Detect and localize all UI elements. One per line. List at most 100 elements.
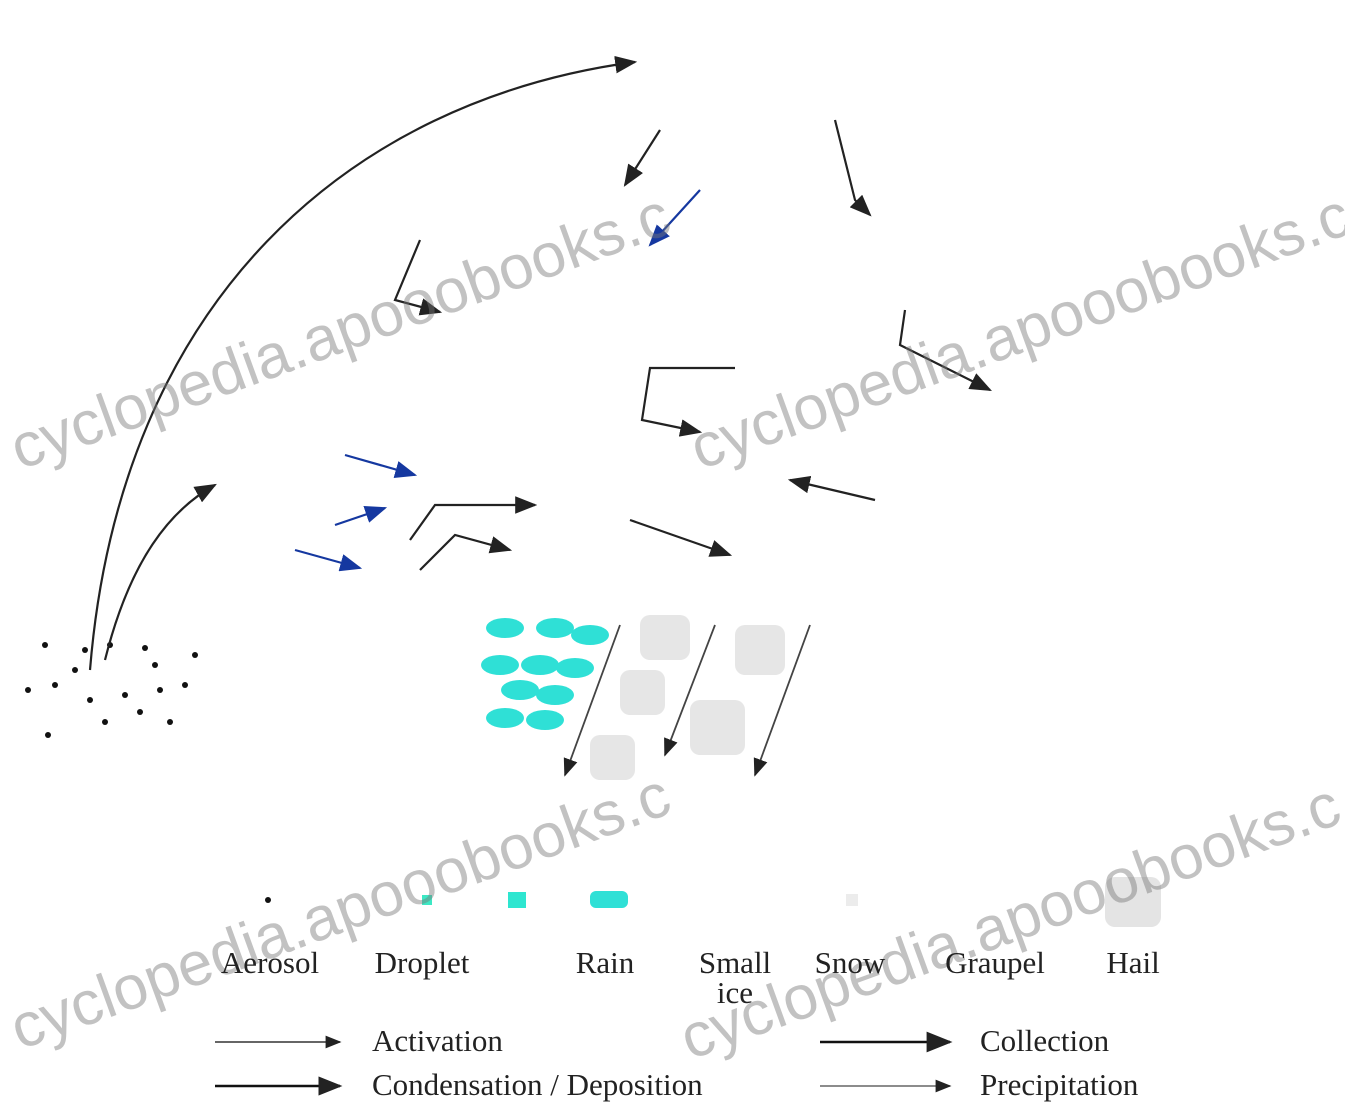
snowflake xyxy=(943,204,973,234)
aerosol xyxy=(707,105,713,111)
aerosol xyxy=(182,682,188,688)
aerosol xyxy=(137,709,143,715)
aerosol xyxy=(882,247,888,253)
droplet xyxy=(372,490,390,503)
patch xyxy=(1207,522,1227,541)
process-label: Collection xyxy=(980,1026,1109,1056)
snowflake-arm xyxy=(606,103,633,130)
droplet xyxy=(375,427,390,444)
snowflake-arm xyxy=(569,292,593,316)
rain-drop xyxy=(486,708,524,728)
snowflake-arm xyxy=(865,294,889,318)
patch xyxy=(923,576,948,596)
droplet xyxy=(573,469,594,486)
droplet xyxy=(1152,543,1171,563)
droplet xyxy=(1081,420,1108,437)
droplet xyxy=(1051,536,1068,550)
snowflake-arm xyxy=(394,61,416,83)
patch xyxy=(180,564,198,582)
rain-drop xyxy=(571,625,609,645)
droplet xyxy=(1134,407,1159,423)
aerosol xyxy=(122,692,128,698)
droplet xyxy=(997,507,1020,525)
droplet xyxy=(552,441,567,454)
droplet xyxy=(1264,497,1288,512)
snowflake-arm xyxy=(600,121,616,137)
droplet xyxy=(924,474,942,492)
patch xyxy=(979,458,994,473)
droplet xyxy=(985,538,1012,553)
patch xyxy=(564,419,589,431)
patch xyxy=(559,317,585,333)
droplet xyxy=(332,482,350,499)
snowflake-arm xyxy=(852,213,868,229)
droplet xyxy=(1161,459,1181,477)
snowflake-arm xyxy=(633,102,651,120)
snowflake xyxy=(564,287,598,321)
droplet xyxy=(809,329,832,343)
patch xyxy=(931,540,945,553)
snowflake-arm xyxy=(512,173,533,194)
droplet xyxy=(777,346,793,361)
snowflake-arm xyxy=(848,210,862,224)
patch xyxy=(500,489,521,502)
droplet xyxy=(702,577,723,594)
graupel xyxy=(541,416,589,464)
droplet xyxy=(577,442,599,460)
snowflake-arm xyxy=(467,58,482,73)
snowflake-arm xyxy=(491,174,513,196)
patch xyxy=(1159,554,1186,572)
patch xyxy=(688,547,713,565)
hail xyxy=(640,615,690,660)
watermark: cyclopedia.apooobooks.c xyxy=(1,180,679,483)
droplet xyxy=(507,447,534,466)
rain-drop xyxy=(526,710,564,730)
patch xyxy=(163,540,186,555)
patch xyxy=(649,427,669,442)
legend-label: Graupel xyxy=(925,948,1065,978)
snowflake-arm xyxy=(736,347,757,368)
droplet xyxy=(794,550,815,569)
droplet xyxy=(362,538,390,552)
snowflake-arm xyxy=(453,195,477,219)
rain-drop xyxy=(536,618,574,638)
patch xyxy=(1178,354,1200,371)
droplet xyxy=(1237,572,1252,586)
droplet xyxy=(282,404,299,416)
droplet xyxy=(1300,583,1320,600)
droplet xyxy=(1209,412,1228,424)
droplet xyxy=(717,314,736,332)
patch xyxy=(84,560,111,572)
patch xyxy=(82,538,97,556)
aerosol xyxy=(25,687,31,693)
droplet xyxy=(1176,506,1193,522)
patch xyxy=(852,508,878,528)
droplet xyxy=(737,514,756,530)
droplet xyxy=(1141,573,1158,585)
droplet xyxy=(895,579,909,593)
droplet xyxy=(419,456,441,471)
droplet xyxy=(1209,445,1226,462)
droplet xyxy=(405,392,427,408)
aerosol xyxy=(87,697,93,703)
patch xyxy=(1020,460,1046,477)
patch xyxy=(455,478,469,497)
legend-label: Snow xyxy=(800,948,900,978)
droplet xyxy=(302,559,323,578)
droplet xyxy=(269,442,290,455)
snowflake-arm xyxy=(679,76,705,102)
droplet xyxy=(648,300,663,312)
snowflake-arm xyxy=(393,117,410,134)
patch xyxy=(1231,578,1248,596)
snowflake xyxy=(513,145,540,172)
snowflake-arm xyxy=(947,208,968,229)
snowflake-arm xyxy=(848,210,862,224)
droplet xyxy=(760,469,776,488)
snowflake-arm xyxy=(428,391,455,418)
patch xyxy=(894,456,921,475)
patch xyxy=(954,514,980,527)
aerosol xyxy=(102,719,108,725)
droplet xyxy=(986,483,1011,500)
process-label: Condensation / Deposition xyxy=(372,1070,703,1100)
hail xyxy=(620,670,665,715)
